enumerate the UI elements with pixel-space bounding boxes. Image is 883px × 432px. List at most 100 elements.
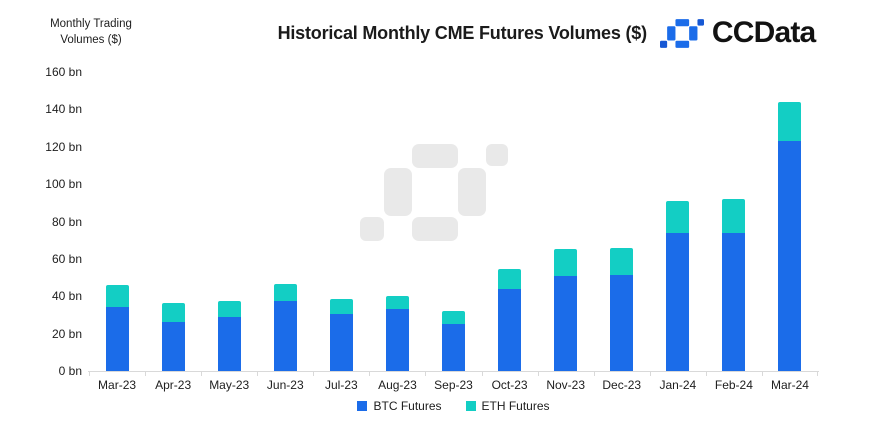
legend-item-btc-futures: BTC Futures (357, 399, 442, 413)
stacked-bar-mar-24 (778, 101, 802, 371)
bar-slot (425, 72, 481, 371)
bar-segment-eth-futures (610, 247, 634, 275)
y-axis-title-line1: Monthly Trading (50, 18, 132, 30)
x-axis-tick (145, 372, 147, 376)
stacked-bar-may-23 (217, 300, 241, 371)
x-axis-labels: Mar-23 Apr-23 May-23 Jun-23 Jul-23 Aug-23 Sep-… (89, 378, 818, 392)
stacked-bar-sep-23 (442, 311, 465, 371)
x-axis-ticks (89, 372, 818, 376)
legend-swatch-btc (357, 401, 368, 411)
stacked-bar-feb-24 (722, 199, 746, 371)
bar-slot (594, 72, 650, 371)
bar-slot (145, 72, 201, 371)
bar-segment-eth-futures (442, 311, 465, 325)
legend-item-eth-futures: ETH Futures (465, 399, 550, 413)
y-axis-title: Monthly Trading Volumes ($) (26, 17, 156, 48)
bar-slot (313, 72, 369, 371)
bar-segment-eth-futures (217, 300, 241, 317)
watermark-logo-icon (360, 144, 508, 241)
x-axis-tick (537, 372, 539, 376)
bar-segment-btc-futures (666, 232, 690, 371)
stacked-bar-jun-23 (273, 284, 297, 371)
bar-segment-btc-futures (217, 316, 241, 371)
x-axis-tick (593, 372, 595, 376)
bar-slot (762, 72, 818, 371)
x-axis-tick (257, 372, 259, 376)
bar-slot (538, 72, 594, 371)
x-axis-line (88, 371, 819, 372)
bar-segment-btc-futures (498, 288, 522, 371)
bar-segment-eth-futures (554, 248, 578, 276)
stacked-bar-oct-23 (498, 269, 522, 371)
y-axis-tick-label: 160 bn (45, 65, 82, 79)
stacked-bar-jan-24 (666, 200, 690, 371)
x-axis-label: Jun-23 (266, 378, 304, 392)
bar-segment-eth-futures (722, 199, 746, 233)
ccdata-logo-icon (659, 18, 704, 48)
stacked-bar-jul-23 (329, 299, 353, 371)
stacked-bar-aug-23 (385, 296, 409, 371)
x-axis-tick (761, 372, 763, 376)
x-axis-label: Jul-23 (325, 378, 358, 392)
x-axis-label: Nov-23 (546, 378, 585, 392)
x-axis-tick (817, 372, 818, 376)
x-axis-label: Apr-23 (155, 378, 192, 392)
x-axis-tick (649, 372, 651, 376)
bar-segment-btc-futures (105, 306, 129, 371)
bar-segment-eth-futures (385, 296, 409, 310)
x-axis-tick (481, 372, 483, 376)
y-axis-tick-label: 140 bn (45, 102, 82, 117)
x-axis-label: Jan-24 (659, 378, 697, 392)
brand-logo: CCData (659, 16, 816, 50)
bar-slot (257, 72, 313, 371)
page-title: Historical Monthly CME Futures Volumes (… (277, 22, 648, 43)
x-axis-label: Mar-24 (770, 378, 809, 392)
x-axis-tick (705, 372, 707, 376)
bar-slot (650, 72, 706, 371)
x-axis-label: Aug-23 (378, 378, 417, 392)
stacked-bar-nov-23 (554, 248, 578, 371)
y-axis-tick-labels: 0 bn 20 bn 40 bn 60 bn 80 bn 100 bn 120 bn 140 … (0, 65, 85, 378)
legend-label-btc: BTC Futures (373, 399, 442, 413)
y-axis-tick-label: 120 bn (45, 139, 82, 154)
y-axis-tick-label: 60 bn (51, 251, 82, 266)
x-axis-label: Dec-23 (602, 378, 642, 392)
x-axis-label: Sep-23 (434, 378, 473, 392)
bar-segment-btc-futures (610, 274, 634, 371)
x-axis-tick (313, 372, 315, 376)
x-axis-label: Oct-23 (491, 378, 528, 392)
bar-segment-eth-futures (498, 269, 522, 289)
bar-slot (89, 72, 145, 371)
stacked-bar-dec-23 (610, 247, 634, 371)
bar-slot (482, 72, 538, 371)
x-axis-label: Mar-23 (98, 378, 137, 392)
bar-segment-eth-futures (666, 200, 690, 233)
y-axis-title-line2: Volumes ($) (60, 33, 122, 46)
legend: BTC Futures ETH Futures (89, 399, 818, 413)
brand-name: CCData (711, 16, 816, 49)
bar-segment-btc-futures (329, 314, 353, 371)
stacked-bar-mar-23 (105, 285, 129, 371)
bar-slot (369, 72, 425, 371)
bar-segment-btc-futures (722, 232, 746, 371)
x-axis-label: Feb-24 (714, 378, 753, 392)
y-axis-tick-label: 20 bn (51, 326, 82, 341)
legend-label-eth: ETH Futures (481, 399, 550, 413)
bar-segment-btc-futures (273, 300, 297, 371)
bar-segment-btc-futures (442, 324, 465, 371)
plot-area (89, 72, 818, 371)
bar-slot (706, 72, 762, 371)
bar-segment-eth-futures (778, 101, 802, 142)
bar-segment-btc-futures (554, 275, 578, 371)
bar-slot (201, 72, 257, 371)
y-axis-tick-label: 40 bn (51, 289, 82, 304)
x-axis-tick (201, 372, 203, 376)
header: Historical Monthly CME Futures Volumes (… (210, 14, 883, 52)
bar-segment-btc-futures (778, 141, 802, 371)
x-axis-tick (369, 372, 371, 376)
y-axis-tick-label: 100 bn (45, 177, 82, 192)
legend-swatch-eth (465, 401, 476, 411)
bar-segment-eth-futures (273, 284, 297, 301)
stacked-bar-apr-23 (161, 302, 185, 371)
x-axis-label: May-23 (209, 378, 250, 392)
